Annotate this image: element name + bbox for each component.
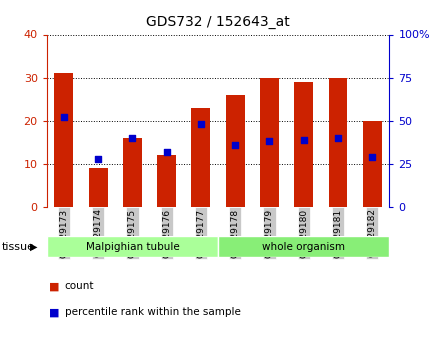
Bar (123, 138, 142, 207)
Point (335, 135, 342, 141)
Point (300, 137, 307, 142)
Text: ▶: ▶ (30, 242, 38, 252)
Point (369, 154, 376, 160)
Point (266, 139, 273, 144)
Point (61, 115, 68, 120)
Text: GDS732 / 152643_at: GDS732 / 152643_at (146, 15, 290, 29)
Text: Malpighian tubule: Malpighian tubule (85, 242, 179, 252)
Point (232, 142, 239, 148)
Bar (328, 78, 348, 207)
Text: ■: ■ (49, 282, 60, 291)
Bar (89, 168, 108, 207)
Bar (294, 82, 313, 207)
Point (95, 156, 102, 161)
Bar (363, 121, 382, 207)
Bar (226, 95, 245, 207)
Bar (260, 78, 279, 207)
Bar (157, 155, 176, 207)
Text: whole organism: whole organism (262, 242, 345, 252)
Bar (54, 73, 73, 207)
Point (198, 121, 205, 127)
Text: tissue: tissue (2, 242, 35, 252)
Bar (191, 108, 210, 207)
Bar (47, 236, 218, 257)
Text: percentile rank within the sample: percentile rank within the sample (65, 307, 240, 317)
Point (163, 149, 170, 155)
Text: ■: ■ (49, 307, 60, 317)
Point (129, 135, 136, 141)
Text: count: count (65, 282, 94, 291)
Bar (218, 236, 389, 257)
